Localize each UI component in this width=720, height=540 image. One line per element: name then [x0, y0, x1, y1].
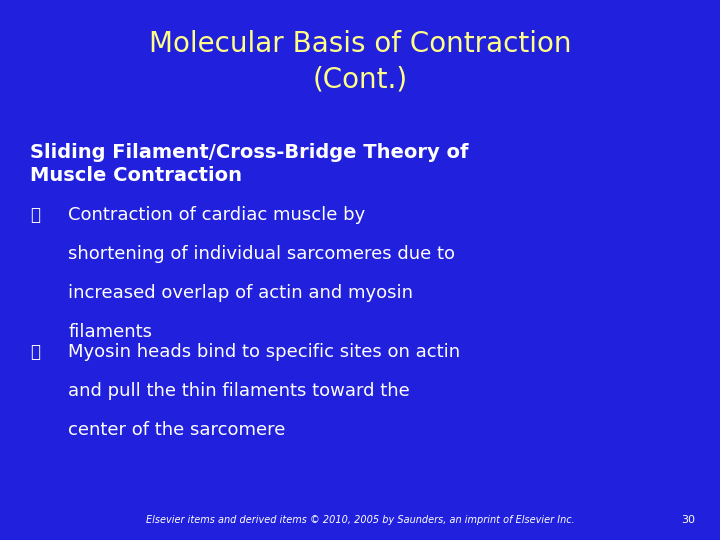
Text: ⎄: ⎄ — [30, 206, 40, 224]
Text: Myosin heads bind to specific sites on actin: Myosin heads bind to specific sites on a… — [68, 343, 461, 361]
Text: Sliding Filament/Cross-Bridge Theory of
Muscle Contraction: Sliding Filament/Cross-Bridge Theory of … — [30, 143, 469, 185]
Text: Molecular Basis of Contraction
(Cont.): Molecular Basis of Contraction (Cont.) — [149, 30, 571, 93]
Text: ⎄: ⎄ — [30, 343, 40, 361]
Text: Contraction of cardiac muscle by: Contraction of cardiac muscle by — [68, 206, 366, 224]
Text: increased overlap of actin and myosin: increased overlap of actin and myosin — [68, 284, 413, 302]
Text: and pull the thin filaments toward the: and pull the thin filaments toward the — [68, 382, 410, 400]
Text: filaments: filaments — [68, 323, 153, 341]
Text: Elsevier items and derived items © 2010, 2005 by Saunders, an imprint of Elsevie: Elsevier items and derived items © 2010,… — [145, 515, 575, 525]
Text: 30: 30 — [681, 515, 695, 525]
Text: shortening of individual sarcomeres due to: shortening of individual sarcomeres due … — [68, 245, 455, 263]
Text: center of the sarcomere: center of the sarcomere — [68, 421, 286, 438]
